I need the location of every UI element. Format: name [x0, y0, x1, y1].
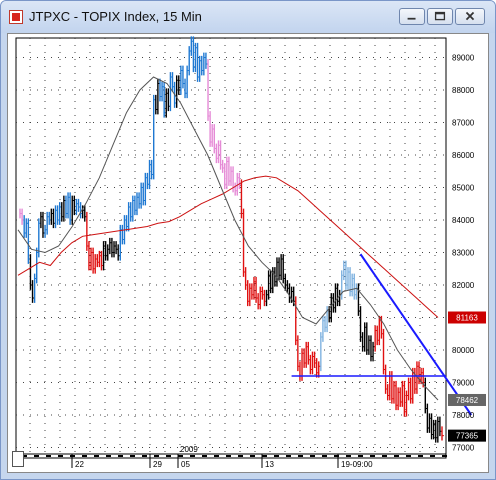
- price-badge-label: 81163: [456, 314, 478, 323]
- price-chart[interactable]: 89000 88000 87000 86000 85000 84000 83000 82000…: [8, 34, 488, 472]
- close-button[interactable]: [455, 8, 485, 25]
- time-axis-label: 19-09:00: [341, 460, 373, 469]
- price-badge-ma-short: [448, 393, 486, 406]
- price-axis-label: 86000: [452, 151, 475, 160]
- time-axis-label: 22: [75, 460, 84, 469]
- price-axis-label: 80000: [452, 346, 475, 355]
- plot-frame: [15, 37, 447, 455]
- price-axis-label: 77000: [452, 444, 475, 453]
- window-title: JTPXC - TOPIX Index, 15 Min: [29, 9, 202, 24]
- price-axis-label: 82000: [452, 281, 475, 290]
- title-bar[interactable]: JTPXC - TOPIX Index, 15 Min: [1, 1, 495, 33]
- price-badge-last: [448, 429, 486, 442]
- price-axis-label: 85000: [452, 184, 475, 193]
- long-moving-average: [17, 175, 439, 318]
- price-badge-label: 78462: [456, 396, 479, 405]
- price-axis-label: 88000: [452, 86, 475, 95]
- maximize-button[interactable]: [427, 8, 453, 25]
- price-axis-label: 84000: [452, 216, 475, 225]
- year-label: 2009: [180, 445, 198, 454]
- price-series: [19, 36, 444, 443]
- price-axis-label: 87000: [452, 119, 475, 128]
- minimize-icon: [407, 17, 416, 20]
- drawn-lines: [291, 253, 473, 416]
- time-axis-label: 29: [153, 460, 162, 469]
- maximize-icon: [434, 11, 446, 21]
- short-moving-average-line: [17, 76, 439, 401]
- long-moving-average-line: [17, 175, 439, 318]
- price-axis-label: 89000: [452, 54, 475, 63]
- price-badges: 81163 78462 77365: [448, 311, 486, 442]
- chart-grid: [15, 37, 447, 455]
- scroll-thumb[interactable]: [12, 451, 24, 467]
- price-axis-label: 83000: [452, 249, 475, 258]
- price-badge-ma-long: [448, 311, 486, 324]
- price-badge-label: 77365: [456, 432, 479, 441]
- downtrend-line: [359, 253, 473, 416]
- chart-app-icon: [9, 10, 23, 24]
- short-moving-average: [17, 76, 439, 401]
- chart-panel[interactable]: 89000 88000 87000 86000 85000 84000 83000 82000…: [7, 33, 489, 473]
- time-axis-label: 13: [265, 460, 274, 469]
- minimize-button[interactable]: [399, 8, 425, 25]
- price-axis-label: 78000: [452, 411, 475, 420]
- close-icon: [465, 11, 475, 21]
- time-axis-label: 05: [181, 460, 190, 469]
- price-axis-label: 79000: [452, 379, 475, 388]
